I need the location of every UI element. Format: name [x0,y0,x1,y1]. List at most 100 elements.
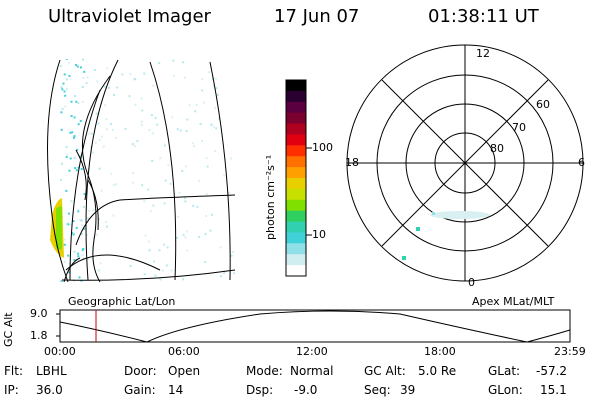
image-pixel [49,166,51,168]
colorbar-tick-100: 100 [312,141,333,154]
image-pixel [201,89,204,92]
image-pixel [73,136,75,139]
colorbar-cell [286,80,306,92]
colorbar-cell [286,167,306,179]
image-pixel [232,122,235,125]
image-pixel [141,184,144,187]
image-pixel [51,101,53,103]
image-pixel [204,233,207,235]
image-pixel [92,209,95,212]
image-pixel [143,200,146,203]
image-pixel [179,129,182,132]
image-pixel [201,140,203,142]
image-pixel [143,273,146,276]
image-pixel [170,283,172,285]
image-pixel [82,256,85,259]
image-pixel [191,142,194,145]
altitude-tick-low: 1.8 [30,329,48,342]
image-pixel [105,221,108,223]
image-pixel [52,128,54,130]
image-pixel [121,73,124,76]
colorbar-cell [286,254,306,266]
image-pixel [161,269,164,272]
image-pixel [97,122,100,125]
image-pixel [216,93,219,96]
image-pixel [50,189,52,191]
image-pixel [232,131,235,134]
image-pixel [132,181,135,184]
aurora-core [56,206,62,250]
image-pixel [159,157,162,160]
image-pixel [171,116,174,119]
image-pixel [131,143,134,146]
image-pixel [74,95,76,97]
filter-value: LBHL [36,364,67,378]
image-pixel [87,257,89,260]
image-pixel [205,157,208,160]
image-pixel [79,219,82,222]
image-pixel [129,73,132,76]
image-pixel [56,131,58,133]
image-pixel [159,278,162,281]
image-pixel [163,144,166,147]
image-pixel [65,78,68,81]
colorbar-cell [286,210,306,223]
image-pixel [80,66,82,69]
image-pixel [61,162,63,165]
image-pixel [53,148,55,150]
image-pixel [192,204,195,207]
seq-label: Seq: [364,383,391,397]
image-pixel [49,156,51,158]
image-pixel [79,120,82,122]
image-pixel [181,61,184,64]
image-pixel [176,215,179,218]
image-pixel [77,123,80,126]
gain-value: 14 [168,383,184,397]
image-pixel [106,128,108,131]
image-pixel [77,255,80,258]
image-pixel [98,138,101,141]
time-tick-2359: 23:59 [554,345,586,358]
image-pixel [196,205,199,208]
image-pixel [66,153,69,156]
image-pixel [95,233,98,236]
mlat-label-70: 70 [512,121,526,134]
image-pixel [134,78,137,80]
colorbar-cell [286,101,306,114]
image-pixel [77,252,80,255]
image-pixel [75,64,78,66]
image-pixel [237,94,239,96]
glon-label: GLon: [488,383,523,397]
image-pixel [172,59,175,62]
image-pixel [53,92,55,94]
image-pixel [212,125,215,128]
image-pixel [176,236,179,239]
image-pixel [53,160,55,162]
image-pixel [65,223,68,226]
image-pixel [113,93,115,96]
image-pixel [63,90,66,93]
image-pixel [152,84,155,87]
image-pixel [83,70,86,73]
image-pixel [70,115,73,117]
image-pixel [97,269,100,272]
colorbar-cell [286,188,306,201]
image-pixel [124,127,127,130]
image-pixel [204,261,207,264]
image-pixel [58,137,60,139]
image-pixel [206,165,209,168]
image-pixel [82,58,84,61]
image-pixel [153,260,156,263]
image-pixel [60,128,63,131]
image-pixel [223,271,226,274]
ip-value: 36.0 [36,383,63,397]
glat-label: GLat: [488,364,521,378]
gc-alt-label: GC Alt: [364,364,406,378]
image-pixel [67,61,70,64]
image-pixel [68,169,71,172]
image-pixel [208,71,210,74]
image-pixel [60,178,62,181]
image-pixel [167,164,170,167]
image-pixel [110,172,113,175]
mlt-label-12: 12 [476,47,490,60]
